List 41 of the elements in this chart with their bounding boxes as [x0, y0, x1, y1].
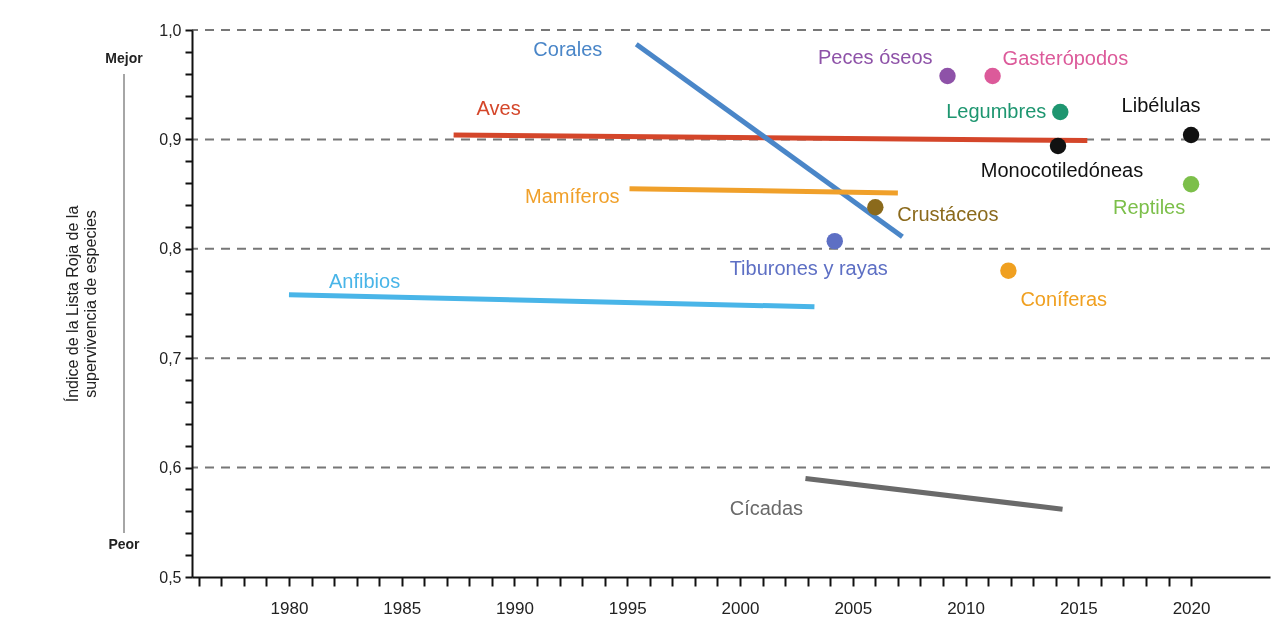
series-label: Reptiles — [1112, 196, 1186, 219]
y-tick-label: 0,7 — [159, 349, 182, 367]
point — [1182, 126, 1200, 144]
x-tick-label: 2010 — [947, 598, 985, 618]
series-label: Anfibios — [328, 269, 401, 292]
point — [826, 232, 843, 250]
series-label: Gasterópodos — [1002, 46, 1129, 69]
series-label: Monocotiledóneas — [980, 158, 1144, 181]
y-axis-title: Índice de la Lista Roja de la supervivencia de especies — [62, 205, 99, 403]
x-tick-label: 2020 — [1172, 598, 1211, 618]
x-tick-label: 2015 — [1059, 598, 1098, 618]
x-tick-label: 1990 — [496, 598, 534, 618]
series-label: Mamíferos — [525, 184, 620, 207]
point — [867, 199, 884, 216]
point — [1049, 137, 1067, 155]
series-label: Tiburones y rayas — [729, 257, 888, 280]
point — [984, 67, 1001, 85]
series-label: Crustáceos — [897, 203, 999, 226]
point — [939, 67, 956, 85]
series-label: Corales — [533, 38, 603, 61]
x-tick-label: 2005 — [834, 598, 873, 618]
point — [1000, 262, 1017, 279]
series-label: Legumbres — [946, 100, 1047, 123]
series-label: Libélulas — [1121, 94, 1201, 117]
series-label: Peces óseos — [817, 45, 933, 68]
text: Mejor — [105, 50, 144, 66]
y-tick-label: 1,0 — [159, 21, 182, 39]
point — [1052, 103, 1069, 121]
series-label: Coníferas — [1020, 287, 1108, 310]
y-tick-label: 0,6 — [159, 459, 182, 477]
y-tick-label: 0,8 — [159, 240, 182, 258]
x-tick-label: 1980 — [270, 598, 309, 618]
y-tick-label: 0,9 — [159, 130, 182, 148]
x-tick-label: 1995 — [608, 598, 647, 618]
y-tick-label: 0,5 — [159, 568, 182, 586]
series-label: Cícadas — [729, 496, 804, 519]
text: Peor — [108, 536, 141, 552]
series-label: Aves — [476, 97, 521, 120]
point — [1182, 176, 1200, 193]
x-tick-label: 1985 — [383, 598, 422, 618]
x-tick-label: 2000 — [721, 598, 760, 618]
